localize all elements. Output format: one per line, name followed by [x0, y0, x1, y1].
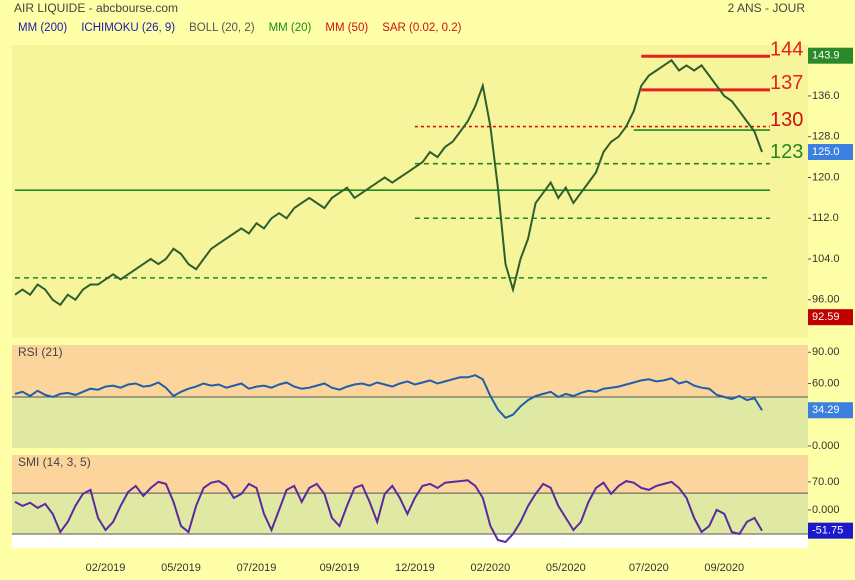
x-tick-label: 05/2020	[546, 562, 586, 574]
panel-title: RSI (21)	[18, 345, 63, 359]
level-label: 130	[770, 109, 803, 131]
chart-subtitle: 2 ANS - JOUR	[728, 1, 806, 15]
y-tick-label: 60.00	[812, 377, 840, 389]
legend-entry: ICHIMOKU (26, 9)	[81, 22, 175, 34]
value-badge	[808, 144, 853, 161]
panel-title: SMI (14, 3, 5)	[18, 455, 91, 469]
y-tick-label: 90.00	[812, 346, 840, 358]
x-tick-label: 12/2019	[395, 562, 435, 574]
x-tick-label: 09/2019	[320, 562, 360, 574]
level-label: 137	[770, 72, 803, 94]
value-badge-label: 143.9	[812, 50, 840, 62]
y-tick-label: 0.000	[812, 440, 840, 452]
x-tick-label: 09/2020	[704, 562, 744, 574]
value-badge-label: 125.0	[812, 146, 840, 158]
level-label: 123	[770, 141, 803, 163]
y-tick-label: 112.0	[812, 212, 839, 224]
x-tick-label: 07/2019	[237, 562, 277, 574]
y-tick-label: 0.000	[812, 504, 840, 516]
y-tick-label: 136.0	[812, 90, 840, 102]
legend-entry: MM (20)	[269, 22, 312, 34]
zone-upper	[12, 455, 808, 494]
value-badge-label: -51.75	[812, 525, 843, 537]
y-tick-label: 104.0	[812, 253, 840, 265]
legend-entry: BOLL (20, 2)	[189, 22, 255, 34]
series-line	[14, 374, 763, 419]
y-tick-label: 96.00	[812, 294, 840, 306]
value-badge	[808, 402, 853, 419]
legend-entry: MM (50)	[325, 22, 368, 34]
level-label: 144	[770, 38, 803, 60]
zone-upper	[12, 345, 808, 398]
legend-entry: MM (200)	[18, 22, 67, 34]
panel-background	[12, 45, 808, 338]
value-badge	[808, 309, 853, 326]
y-tick-label: 128.0	[812, 131, 840, 143]
x-tick-label: 07/2020	[629, 562, 669, 574]
series-line	[14, 58, 763, 307]
y-tick-label: 70.00	[812, 476, 840, 488]
value-badge-label: 92.59	[812, 311, 840, 323]
legend-entry: SAR (0.02, 0.2)	[382, 22, 461, 34]
x-tick-label: 02/2020	[470, 562, 510, 574]
x-tick-label: 02/2019	[86, 562, 126, 574]
value-badge	[808, 47, 853, 64]
x-tick-label: 05/2019	[161, 562, 201, 574]
zone-lower	[12, 493, 808, 534]
y-tick-label: 120.0	[812, 171, 840, 183]
series-line	[14, 479, 763, 544]
value-badge	[808, 522, 853, 539]
zone-lower	[12, 397, 808, 448]
chart-title: AIR LIQUIDE - abcbourse.com	[14, 1, 178, 15]
value-badge-label: 34.29	[812, 404, 840, 416]
